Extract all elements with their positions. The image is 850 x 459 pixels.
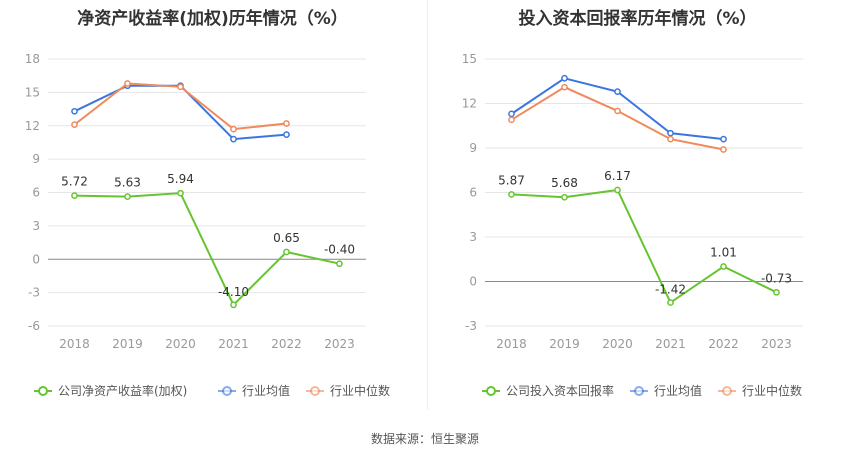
data-point-industry_median <box>283 120 290 127</box>
y-tick-label: -6 <box>28 319 40 333</box>
y-tick-label: 0 <box>32 252 40 266</box>
x-tick-label: 2023 <box>761 337 792 351</box>
data-point-industry_avg <box>561 74 568 82</box>
x-tick-label: 2023 <box>324 337 355 351</box>
data-label: 5.63 <box>114 176 141 190</box>
x-tick-label: 2019 <box>112 337 143 351</box>
legend-label: 行业均值 <box>242 383 290 398</box>
y-tick-label: 3 <box>32 219 40 233</box>
x-tick-label: 2022 <box>708 337 739 351</box>
legend-label: 行业中位数 <box>330 383 390 398</box>
roe-line-chart: -6 -3 0 3 6 9 12 15 18 2018 2019 2020 2021 2022 2023 5.… <box>25 52 390 398</box>
data-point-company <box>614 186 621 194</box>
data-point-company <box>667 299 674 306</box>
y-tick-label: 15 <box>25 85 40 99</box>
legend-item-company: 公司投入资本回报率 <box>482 383 614 398</box>
y-tick-label: -3 <box>28 286 40 300</box>
legend-item-industry_median: 行业中位数 <box>718 383 802 398</box>
x-tick-label: 2022 <box>271 337 302 351</box>
x-tick-label: 2018 <box>496 337 527 351</box>
data-label: 5.87 <box>498 173 525 187</box>
series-line-company <box>511 188 777 305</box>
legend-swatch-marker <box>634 386 644 396</box>
y-tick-label: 3 <box>469 230 477 244</box>
legend-swatch-marker <box>722 386 732 396</box>
data-point-industry_avg <box>720 135 727 143</box>
data-point-industry_avg <box>283 131 290 138</box>
data-point-industry_median <box>720 146 727 153</box>
data-label: 5.68 <box>551 176 578 190</box>
legend-item-industry_avg: 行业均值 <box>630 383 702 398</box>
data-point-industry_median <box>508 116 515 124</box>
legend-item-industry_median: 行业中位数 <box>306 383 390 398</box>
data-label: 5.72 <box>61 175 88 189</box>
x-tick-label: 2020 <box>602 337 633 351</box>
data-source: 数据来源：恒生聚源 <box>370 432 479 446</box>
legend-swatch-marker <box>486 386 496 396</box>
x-tick-label: 2021 <box>218 337 249 351</box>
data-point-company <box>283 248 290 256</box>
series-line-company <box>74 192 340 307</box>
data-point-company <box>508 191 515 198</box>
y-tick-label: 18 <box>25 52 40 66</box>
x-tick-label: 2020 <box>165 337 196 351</box>
legend-label: 行业中位数 <box>742 383 802 398</box>
data-point-industry_avg <box>614 88 621 95</box>
data-label: -0.40 <box>324 243 355 257</box>
y-tick-label: -3 <box>465 319 477 333</box>
data-point-industry_avg <box>71 107 78 115</box>
data-label: 6.17 <box>604 169 631 183</box>
y-tick-label: 6 <box>32 186 40 200</box>
data-label: -1.42 <box>655 283 686 297</box>
y-tick-label: 15 <box>462 52 477 66</box>
data-point-industry_avg <box>230 135 237 143</box>
y-tick-label: 12 <box>462 97 477 111</box>
data-point-company <box>124 193 131 200</box>
data-label: 5.94 <box>167 172 194 186</box>
x-tick-label: 2019 <box>549 337 580 351</box>
y-tick-label: 6 <box>469 186 477 200</box>
x-tick-label: 2018 <box>59 337 90 351</box>
legend-swatch-marker <box>310 386 320 396</box>
legend-label: 公司净资产收益率(加权) <box>58 383 187 398</box>
data-point-industry_avg <box>508 110 515 118</box>
data-point-company <box>177 189 184 197</box>
data-point-industry_avg <box>667 129 674 137</box>
data-point-company <box>71 192 78 199</box>
chart-title-roe: 净资产收益率(加权)历年情况（%） <box>77 9 348 29</box>
x-tick-label: 2021 <box>655 337 686 351</box>
data-point-industry_median <box>561 83 568 91</box>
data-point-industry_median <box>71 121 78 128</box>
data-point-company <box>720 263 727 270</box>
chart-title-roic: 投入资本回报率历年情况（%） <box>518 9 757 29</box>
data-label: -4.10 <box>218 285 249 299</box>
data-point-company <box>336 260 343 268</box>
y-tick-label: 9 <box>32 152 40 166</box>
data-point-company <box>773 288 780 296</box>
y-tick-label: 0 <box>469 275 477 289</box>
y-tick-label: 12 <box>25 119 40 133</box>
data-point-company <box>230 301 237 309</box>
legend-item-company: 公司净资产收益率(加权) <box>34 383 187 398</box>
legend-swatch-marker <box>38 386 48 396</box>
legend-item-industry_avg: 行业均值 <box>218 383 290 398</box>
data-point-industry_median <box>614 107 621 115</box>
data-point-industry_median <box>667 135 674 143</box>
legend-label: 公司投入资本回报率 <box>506 383 614 398</box>
data-point-industry_median <box>230 125 237 133</box>
y-tick-label: 9 <box>469 141 477 155</box>
roic-line-chart: -3 0 3 6 9 12 15 2018 2019 2020 2021 2022 2023 5.87 5.… <box>462 52 803 398</box>
legend-swatch-marker <box>222 386 232 396</box>
data-label: 0.65 <box>273 231 300 245</box>
panel-divider <box>427 0 428 410</box>
data-label: -0.73 <box>761 271 792 285</box>
series-line-industry_median <box>510 86 724 151</box>
data-label: 1.01 <box>710 246 737 260</box>
data-point-industry_median <box>177 83 184 91</box>
data-point-industry_median <box>124 80 131 87</box>
data-point-company <box>561 193 568 201</box>
legend-label: 行业均值 <box>654 383 702 398</box>
